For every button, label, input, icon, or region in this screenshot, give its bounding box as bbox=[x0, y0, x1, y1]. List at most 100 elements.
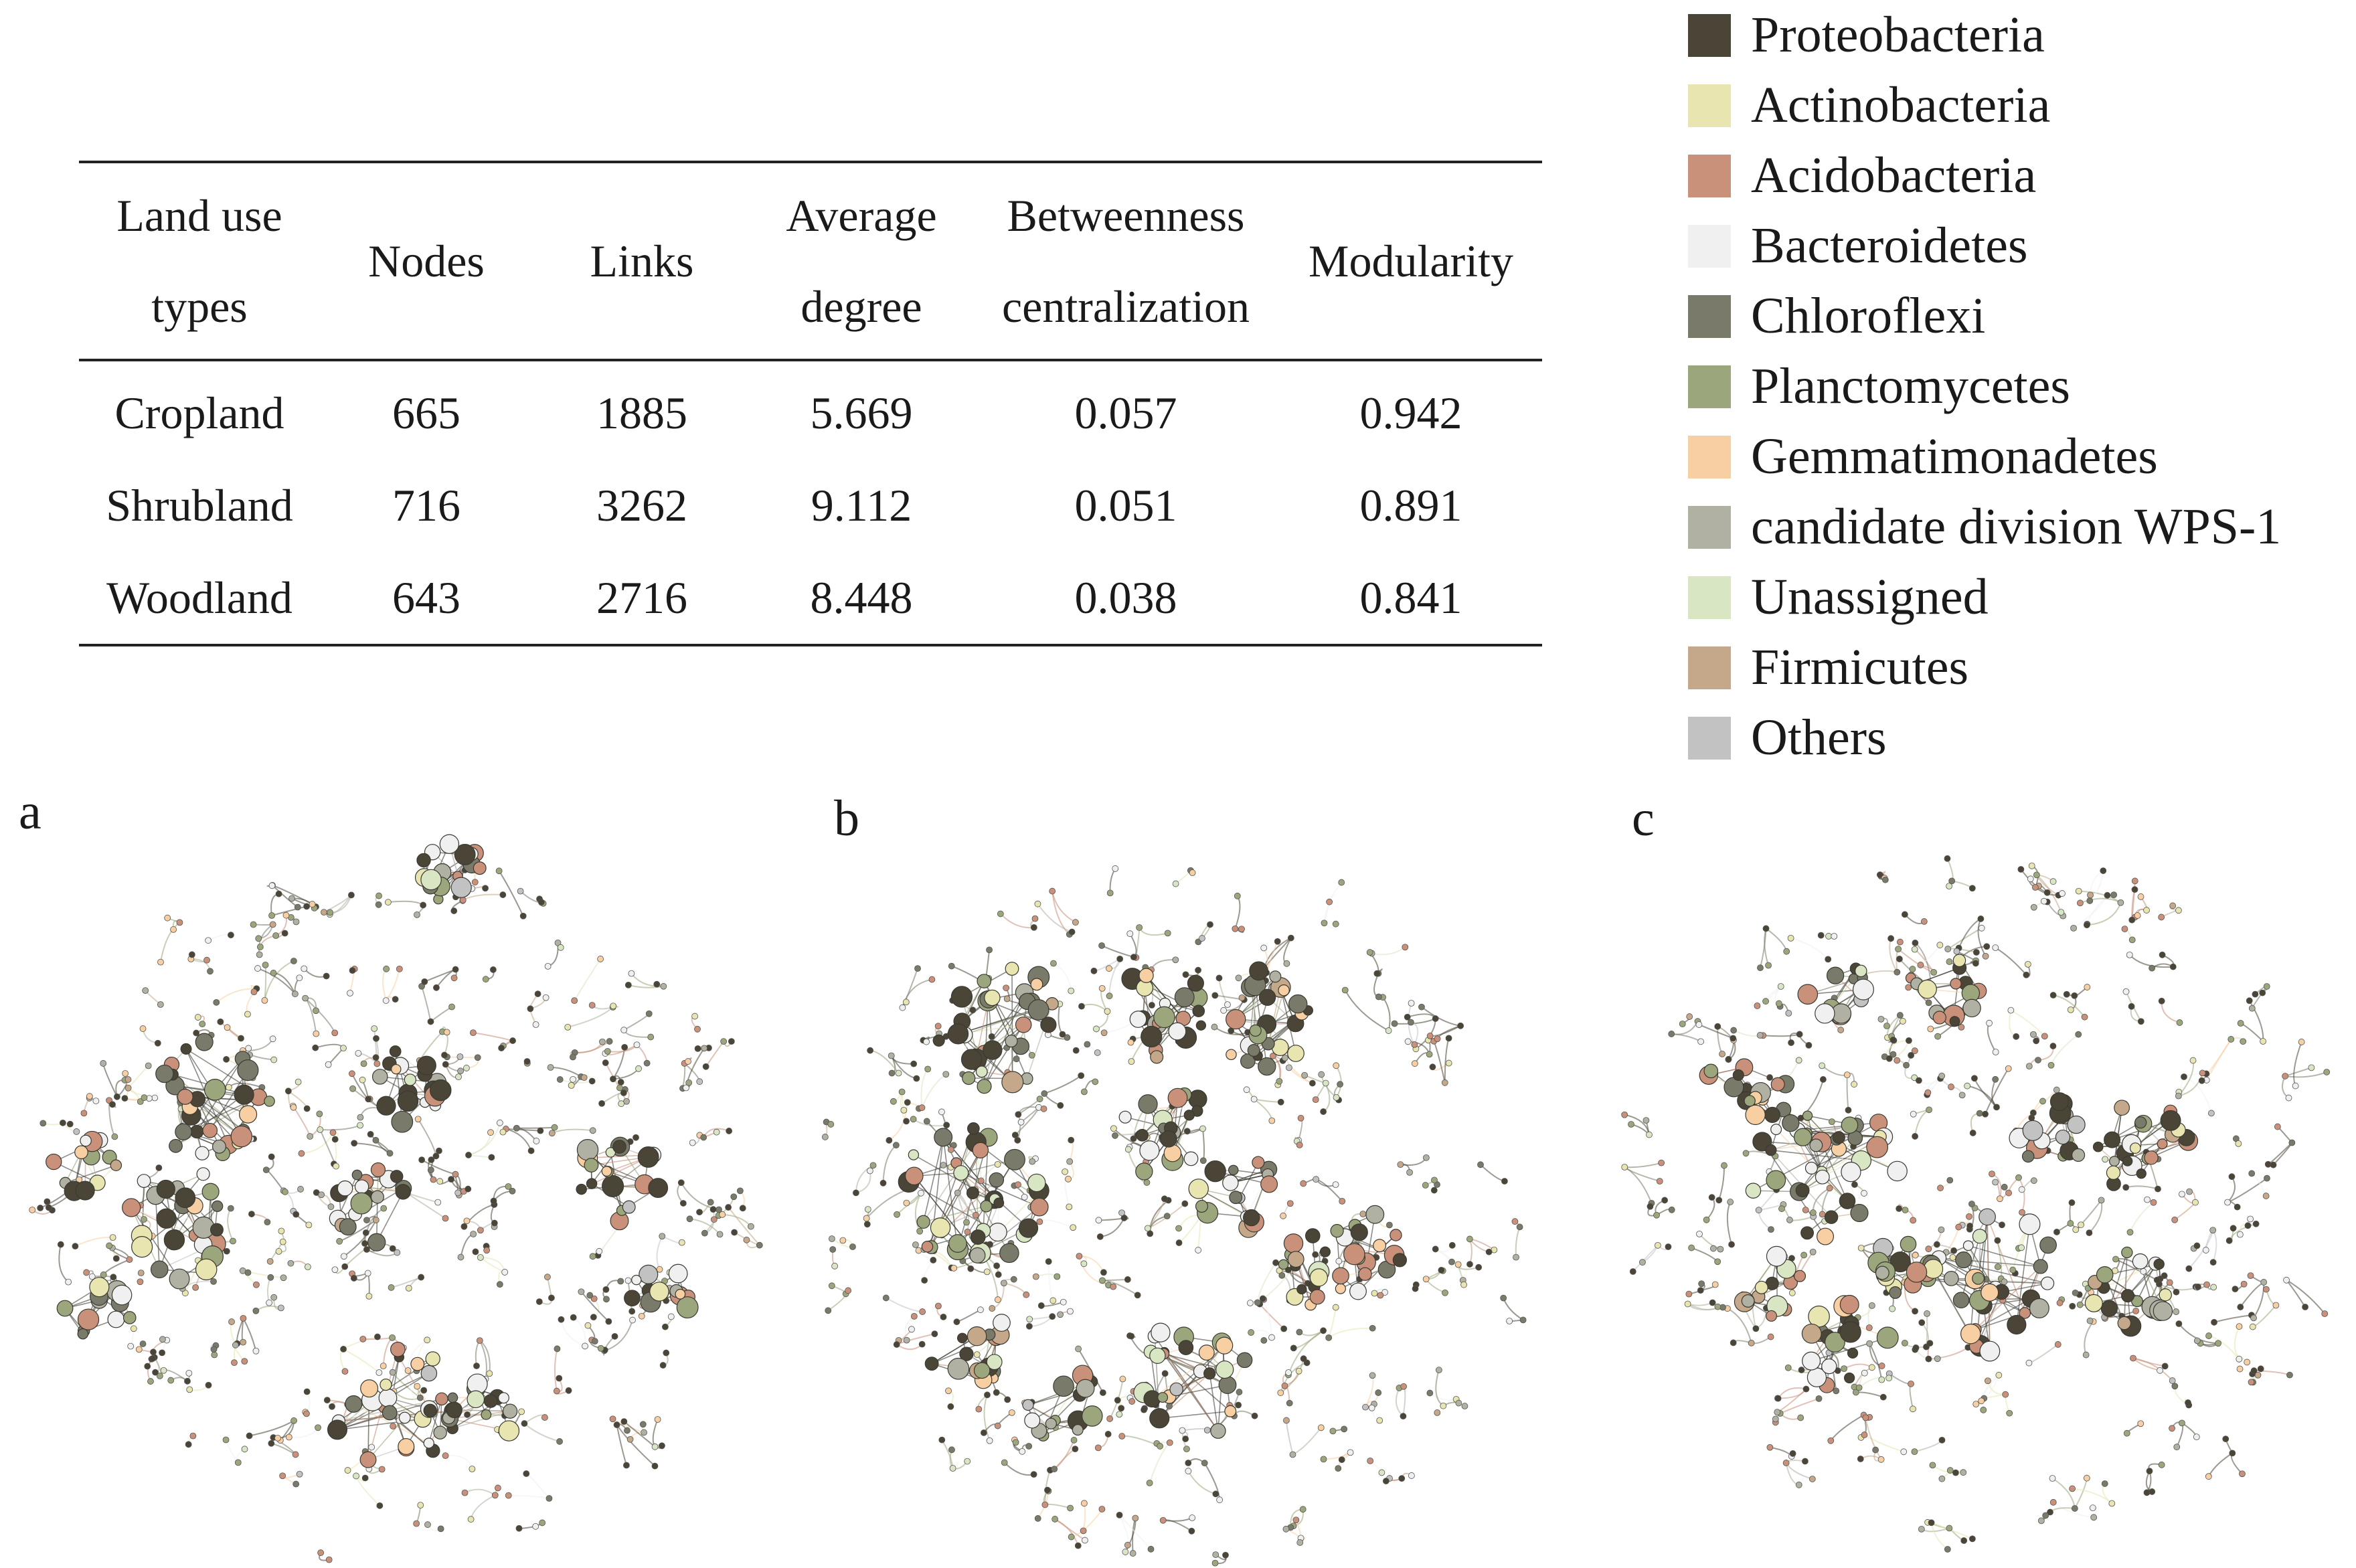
network-node bbox=[1709, 1245, 1717, 1252]
network-node bbox=[2205, 1332, 2212, 1339]
network-node bbox=[701, 1229, 708, 1237]
network-node bbox=[921, 1241, 934, 1253]
network-node bbox=[1332, 920, 1339, 928]
network-edge bbox=[1267, 990, 1284, 1044]
network-node bbox=[202, 1122, 218, 1138]
network-node bbox=[2083, 1474, 2090, 1482]
network-node bbox=[2033, 1259, 2048, 1274]
network-node bbox=[2122, 1156, 2133, 1166]
network-node bbox=[456, 1053, 464, 1060]
network-node bbox=[1770, 1077, 1785, 1092]
network-node bbox=[110, 1159, 122, 1171]
network-node bbox=[1382, 1478, 1390, 1484]
network-node bbox=[616, 1084, 623, 1092]
network-edge bbox=[1045, 1503, 1071, 1509]
network-node bbox=[1643, 1117, 1650, 1124]
network-node bbox=[1772, 1415, 1779, 1423]
network-edge bbox=[1004, 1462, 1034, 1476]
network-node bbox=[278, 1227, 285, 1235]
network-node bbox=[590, 1314, 597, 1321]
network-node bbox=[364, 1270, 371, 1277]
network-node bbox=[86, 1093, 93, 1100]
network-node bbox=[222, 1436, 230, 1444]
network-node bbox=[852, 1189, 859, 1197]
network-node bbox=[1431, 1177, 1438, 1184]
network-node bbox=[747, 1223, 754, 1230]
network-node bbox=[292, 918, 300, 926]
network-node bbox=[141, 1094, 148, 1102]
network-node bbox=[1072, 1424, 1084, 1436]
network-edge bbox=[525, 1473, 550, 1499]
network-node bbox=[1952, 954, 1966, 967]
network-node bbox=[450, 974, 458, 982]
network-node bbox=[131, 1236, 153, 1258]
network-node bbox=[155, 1164, 163, 1171]
network-edge bbox=[1985, 1068, 2009, 1115]
network-node bbox=[395, 1184, 411, 1200]
network-node bbox=[255, 935, 262, 942]
network-node bbox=[1946, 1525, 1953, 1532]
network-node bbox=[365, 1292, 373, 1300]
network-node bbox=[1359, 1211, 1367, 1217]
network-node bbox=[2157, 1138, 2168, 1150]
network-edge bbox=[421, 986, 432, 1022]
network-node bbox=[2123, 1429, 2130, 1437]
network-node bbox=[1183, 1128, 1191, 1135]
network-node bbox=[659, 1233, 666, 1240]
network-node bbox=[186, 1386, 193, 1393]
network-node bbox=[363, 1246, 370, 1253]
network-node bbox=[534, 990, 541, 997]
network-node bbox=[694, 1045, 701, 1052]
network-node bbox=[612, 1140, 626, 1154]
network-node bbox=[420, 1387, 428, 1394]
network-node bbox=[1872, 1446, 1879, 1454]
network-node bbox=[710, 1216, 718, 1223]
network-node bbox=[1106, 992, 1113, 1000]
network-node bbox=[2237, 1020, 2244, 1027]
network-edge bbox=[207, 934, 232, 942]
network-node bbox=[2024, 960, 2031, 968]
network-node bbox=[223, 1247, 230, 1255]
network-node bbox=[962, 1071, 976, 1085]
network-edge bbox=[983, 1024, 1024, 1087]
network-node bbox=[739, 1205, 746, 1212]
network-node bbox=[113, 1093, 120, 1100]
network-node bbox=[2104, 891, 2111, 899]
network-edge bbox=[1151, 959, 1176, 970]
network-node bbox=[169, 1268, 190, 1290]
network-node bbox=[1005, 1035, 1018, 1048]
network-node bbox=[1368, 1404, 1375, 1411]
network-node bbox=[1317, 1424, 1325, 1431]
network-node bbox=[1979, 1208, 1996, 1226]
network-node bbox=[461, 1489, 469, 1496]
network-node bbox=[602, 1286, 610, 1293]
network-node bbox=[353, 1472, 359, 1480]
network-node bbox=[359, 1451, 377, 1468]
network-node bbox=[1250, 1096, 1258, 1103]
network-node bbox=[389, 1334, 396, 1341]
network-node bbox=[1847, 1347, 1859, 1359]
network-node bbox=[391, 1110, 414, 1133]
network-node bbox=[505, 1492, 512, 1499]
network-node bbox=[2282, 1073, 2289, 1079]
network-edge bbox=[1863, 1434, 1904, 1453]
network-node bbox=[1136, 1128, 1149, 1142]
network-node bbox=[305, 1221, 313, 1229]
network-edge bbox=[303, 968, 327, 978]
network-node bbox=[2092, 1141, 2104, 1152]
network-node bbox=[2023, 971, 2030, 978]
network-node bbox=[2149, 964, 2156, 972]
network-node bbox=[1400, 1383, 1408, 1390]
network-node bbox=[1258, 1057, 1276, 1076]
network-node bbox=[1422, 1182, 1429, 1189]
network-node bbox=[1721, 1162, 1728, 1169]
network-node bbox=[189, 1432, 197, 1440]
network-node bbox=[163, 1229, 185, 1251]
network-node bbox=[986, 946, 993, 954]
network-node bbox=[176, 919, 183, 926]
network-edge bbox=[421, 1159, 456, 1175]
network-node bbox=[1422, 1154, 1430, 1161]
network-node bbox=[1653, 1211, 1660, 1219]
network-node bbox=[1997, 1195, 2003, 1203]
network-node bbox=[1068, 1533, 1075, 1541]
